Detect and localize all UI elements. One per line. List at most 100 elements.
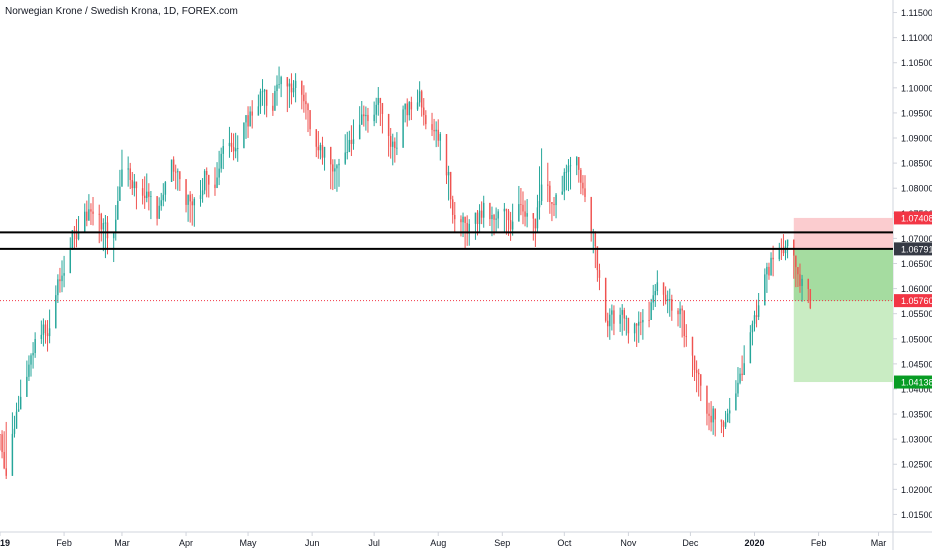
candle-body	[187, 194, 189, 205]
candle-body	[749, 332, 752, 364]
candle-body	[185, 179, 187, 205]
candle-body	[259, 91, 262, 107]
candle-body	[691, 336, 694, 356]
candle-body	[63, 273, 65, 276]
candle-body	[170, 159, 173, 182]
candle-body	[278, 84, 280, 85]
candle-body	[307, 104, 309, 111]
candle-body	[580, 169, 582, 183]
candle-body	[431, 124, 433, 130]
candle-body	[638, 321, 640, 326]
candle-body	[650, 302, 652, 320]
candle-body	[148, 191, 150, 197]
candle-body	[272, 105, 274, 111]
candle-body	[491, 215, 493, 220]
y-tick-label: 1.04000	[901, 384, 932, 394]
candle-body	[462, 216, 464, 223]
candle-body	[553, 203, 555, 206]
candle-body	[547, 184, 549, 186]
candle-body	[567, 165, 570, 172]
candle-body	[317, 146, 320, 151]
candle-body	[447, 171, 450, 176]
y-tick-label: 1.11500	[901, 8, 932, 18]
candle-body	[98, 213, 100, 215]
candle-body	[764, 274, 766, 306]
candle-body	[189, 194, 191, 202]
candle-body	[158, 205, 160, 219]
candle-body	[604, 277, 607, 321]
candle-body	[476, 212, 479, 225]
candle-body	[389, 136, 392, 147]
candle-body	[303, 94, 305, 102]
candle-body	[536, 207, 539, 229]
candle-body	[466, 222, 468, 234]
candle-body	[621, 310, 623, 315]
candle-body	[474, 212, 477, 224]
candle-body	[598, 270, 601, 278]
candle-body	[420, 91, 423, 108]
candle-body	[797, 267, 799, 275]
candle-body	[379, 97, 382, 103]
candle-body	[623, 310, 625, 319]
candle-body	[201, 190, 204, 196]
candle-body	[726, 413, 729, 423]
candle-body	[394, 141, 396, 149]
candle-body	[247, 115, 249, 127]
candle-body	[700, 374, 702, 386]
candle-body	[737, 382, 739, 394]
candle-body	[751, 323, 754, 333]
candle-body	[177, 171, 179, 173]
candle-body	[375, 104, 377, 115]
y-tick-label: 1.02000	[901, 485, 932, 495]
candle-body	[129, 168, 131, 181]
candle-body	[261, 91, 264, 93]
candle-body	[230, 142, 233, 148]
candle-body	[795, 255, 797, 268]
price-label-text: 1.05760	[901, 296, 932, 306]
candle-body	[406, 103, 408, 116]
candle-body	[607, 320, 609, 327]
candle-body	[112, 232, 115, 239]
candle-body	[160, 200, 162, 206]
candle-body	[15, 411, 18, 429]
candle-body	[214, 184, 216, 188]
y-tick-label: 1.07000	[901, 234, 932, 244]
candle-body	[449, 171, 452, 200]
x-tick-label: Oct	[557, 538, 572, 548]
candle-body	[423, 107, 425, 116]
candle-body	[381, 102, 384, 114]
y-tick-label: 1.06000	[901, 284, 932, 294]
candle-body	[772, 257, 774, 260]
y-tick-label: 1.03000	[901, 435, 932, 445]
x-tick-label: Sep	[494, 538, 510, 548]
candle-body	[92, 211, 94, 214]
y-tick-label: 1.05500	[901, 309, 932, 319]
candle-body	[619, 314, 621, 324]
candle-body	[319, 145, 322, 151]
candle-body	[42, 324, 45, 335]
candle-body	[480, 210, 483, 218]
candle-body	[679, 308, 681, 315]
candle-body	[350, 139, 353, 144]
candle-body	[276, 84, 278, 92]
candle-body	[348, 139, 351, 153]
candle-body	[526, 213, 528, 217]
candle-body	[321, 145, 324, 158]
candle-body	[799, 274, 801, 287]
candle-body	[793, 239, 795, 256]
candle-body	[156, 196, 158, 219]
candle-body	[26, 376, 28, 397]
y-tick-label: 1.02500	[901, 460, 932, 470]
price-label-text: 1.06791	[901, 244, 932, 254]
candle-body	[117, 200, 119, 220]
y-tick-label: 1.03500	[901, 410, 932, 420]
candle-body	[288, 83, 291, 87]
candle-body	[19, 396, 22, 410]
candle-body	[766, 266, 768, 275]
candle-body	[743, 363, 745, 376]
price-label-text: 1.04138	[901, 378, 932, 388]
candle-body	[243, 122, 245, 149]
candle-body	[44, 324, 47, 334]
